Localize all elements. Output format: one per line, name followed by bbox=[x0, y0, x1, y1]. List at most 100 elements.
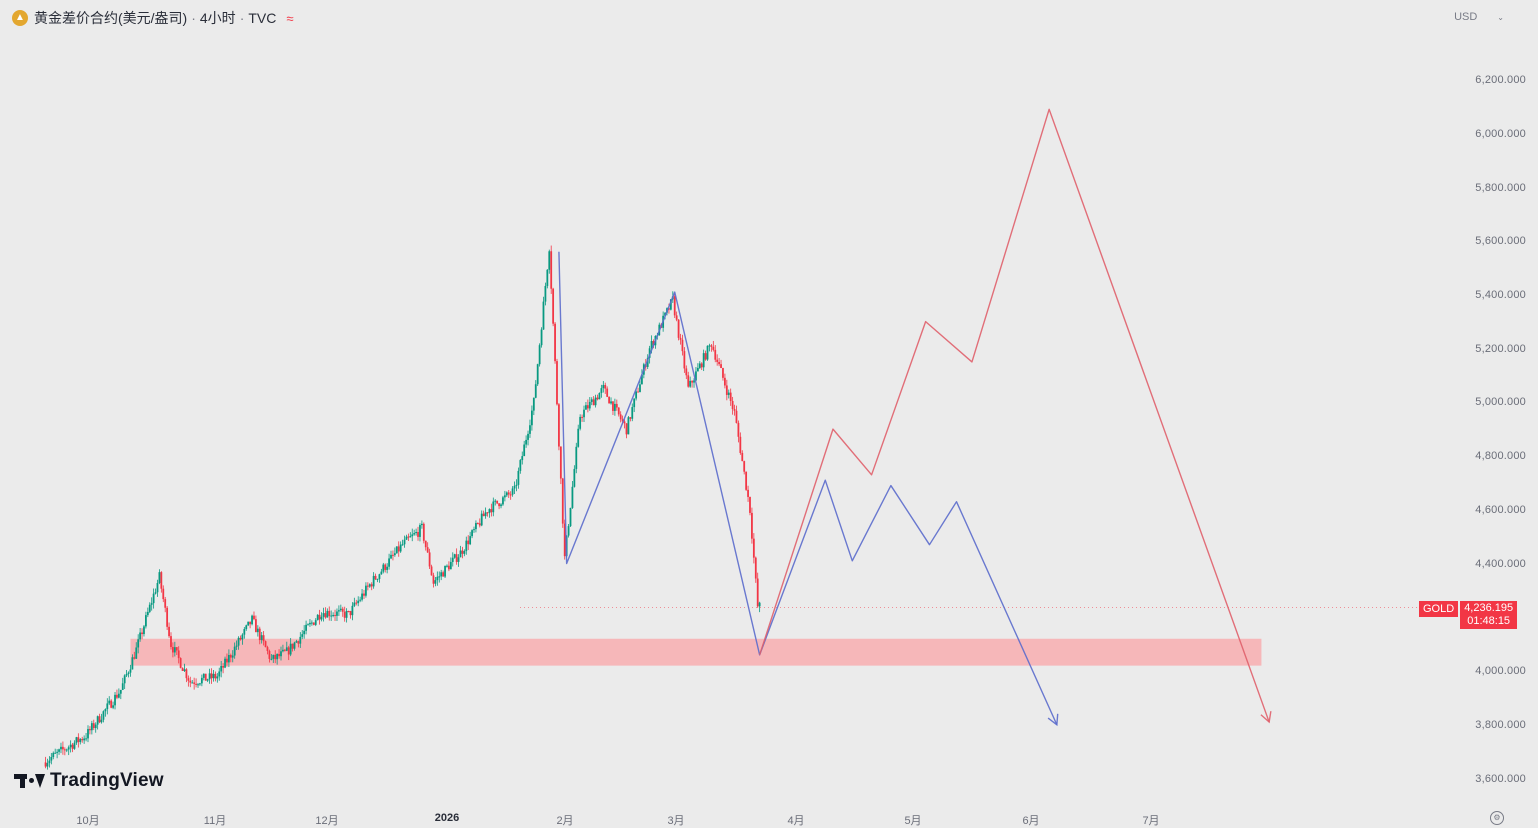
candle-body bbox=[77, 737, 80, 743]
candle-body bbox=[251, 615, 253, 625]
candle-body bbox=[691, 380, 693, 383]
candle-body bbox=[316, 614, 319, 621]
candle-body bbox=[117, 693, 120, 698]
candle-body bbox=[287, 647, 290, 655]
candle-body bbox=[289, 643, 292, 655]
candle-body bbox=[365, 585, 367, 596]
candle-body bbox=[459, 550, 462, 558]
candle-body bbox=[243, 629, 246, 635]
candle-body bbox=[139, 632, 142, 640]
candle-body bbox=[511, 488, 514, 495]
price-tag-symbol: GOLD bbox=[1419, 601, 1459, 617]
candle-body bbox=[81, 739, 84, 741]
candle-body bbox=[127, 672, 130, 674]
candle-body bbox=[598, 392, 601, 400]
candle-body bbox=[469, 536, 472, 545]
candle-body bbox=[133, 657, 136, 659]
candle-body bbox=[708, 345, 711, 347]
candle-body bbox=[152, 593, 155, 604]
candle-body bbox=[355, 602, 358, 604]
candle-body bbox=[467, 540, 470, 545]
candle-body bbox=[664, 312, 666, 316]
candle-body bbox=[517, 470, 520, 485]
candle-body bbox=[158, 572, 161, 584]
legend-separator: · bbox=[239, 10, 245, 26]
candle-body bbox=[455, 554, 458, 562]
price-axis-label: 4,600.000 bbox=[1475, 504, 1526, 516]
candle-body bbox=[401, 544, 404, 546]
candle-body bbox=[696, 367, 699, 372]
candle-body bbox=[639, 384, 641, 392]
candle-body bbox=[96, 716, 99, 725]
candle-body bbox=[191, 682, 194, 684]
candle-body bbox=[393, 553, 396, 556]
candle-body bbox=[395, 546, 398, 554]
candle-body bbox=[507, 492, 510, 495]
candle-body bbox=[172, 646, 174, 653]
candle-body bbox=[635, 391, 638, 399]
currency-selector[interactable]: USD ⌄ bbox=[1454, 11, 1504, 23]
candle-body bbox=[457, 557, 460, 562]
candle-body bbox=[417, 532, 419, 537]
candle-body bbox=[195, 683, 197, 685]
candle-body bbox=[349, 611, 352, 616]
candle-body bbox=[341, 608, 344, 612]
candle-body bbox=[58, 749, 60, 752]
symbol-name[interactable]: 黄金差价合约(美元/盎司) bbox=[34, 10, 188, 26]
candle-body bbox=[473, 529, 475, 531]
bullish-projection-path bbox=[758, 108, 1270, 723]
candle-body bbox=[604, 384, 607, 389]
candle-body bbox=[637, 391, 639, 393]
market-status-icon[interactable]: ≈ bbox=[286, 10, 294, 26]
candle-body bbox=[283, 649, 286, 651]
candle-body bbox=[73, 742, 76, 749]
candle-body bbox=[338, 610, 340, 612]
candle-body bbox=[141, 632, 143, 635]
time-axis-label: 12月 bbox=[315, 815, 339, 827]
candle-body bbox=[60, 746, 62, 750]
candle-body bbox=[698, 363, 701, 368]
candle-body bbox=[631, 407, 634, 419]
candle-body bbox=[610, 401, 612, 404]
candle-body bbox=[256, 628, 259, 633]
candle-body bbox=[754, 557, 757, 579]
candle-body bbox=[758, 602, 761, 607]
candle-body bbox=[747, 489, 749, 497]
candle-body bbox=[415, 532, 417, 534]
candle-body bbox=[567, 526, 570, 536]
candle-body bbox=[193, 682, 196, 684]
candle-body bbox=[224, 658, 226, 668]
price-tag-price: 4,236.195 bbox=[1464, 602, 1514, 614]
tradingview-logo[interactable]: TradingView bbox=[14, 770, 164, 792]
candle-body bbox=[615, 403, 618, 408]
candle-body bbox=[465, 540, 468, 552]
candle-body bbox=[185, 669, 188, 679]
candle-body bbox=[164, 599, 167, 608]
candle-body bbox=[145, 615, 147, 627]
candle-body bbox=[681, 339, 684, 352]
support-zone bbox=[130, 638, 1262, 666]
candle-body bbox=[420, 523, 423, 526]
candle-body bbox=[100, 719, 103, 723]
candle-body bbox=[361, 593, 363, 600]
candle-body bbox=[204, 673, 207, 681]
interval-label[interactable]: 4小时 bbox=[199, 10, 236, 26]
candle-body bbox=[299, 636, 302, 644]
candle-body bbox=[608, 396, 610, 404]
candle-body bbox=[617, 407, 620, 415]
candle-body bbox=[733, 409, 736, 411]
candle-body bbox=[268, 650, 271, 659]
candle-body bbox=[177, 650, 180, 659]
candle-body bbox=[216, 676, 219, 679]
settings-icon[interactable]: ⚙ bbox=[1490, 811, 1504, 825]
candle-body bbox=[588, 401, 591, 409]
candle-body bbox=[521, 456, 524, 461]
candle-body bbox=[83, 738, 86, 741]
candle-body bbox=[583, 409, 585, 418]
candle-body bbox=[669, 299, 672, 310]
candle-body bbox=[253, 615, 255, 620]
candle-body bbox=[602, 384, 605, 389]
candle-body bbox=[531, 410, 533, 426]
